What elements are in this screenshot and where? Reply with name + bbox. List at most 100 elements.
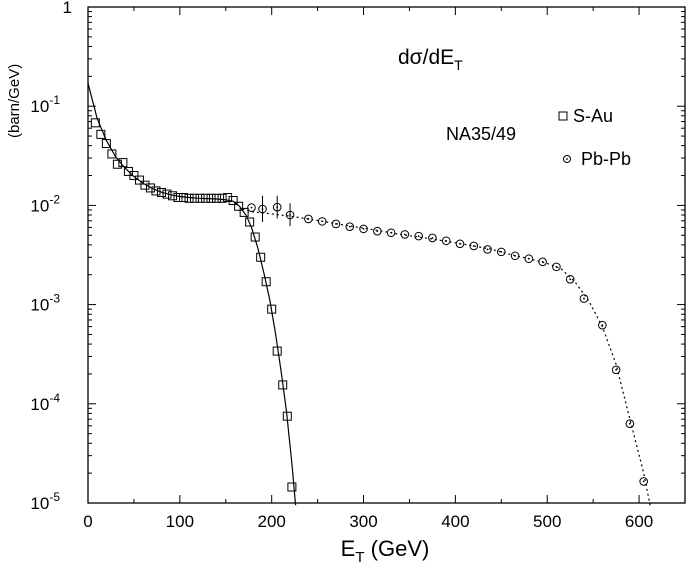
x-tick-label: 600 (625, 512, 653, 531)
data-point-center-pb-pb (307, 218, 310, 220)
data-point-pb-pb (611, 365, 621, 375)
data-point-center-pb-pb (541, 260, 544, 263)
y-tick-label-exponent: -4 (49, 391, 60, 405)
data-point-pb-pb (579, 294, 589, 303)
data-point-pb-pb (455, 239, 465, 249)
fit-curve-pb-pb (242, 208, 651, 506)
y-tick-labels: 110-110-210-310-410-5 (30, 0, 72, 513)
x-tick-label: 0 (83, 512, 92, 531)
x-tick-label: 500 (533, 512, 561, 531)
y-axis-label: (barn/GeV) (6, 64, 23, 138)
y-tick-label-exponent: -3 (49, 292, 60, 306)
x-axis-label-main: E (341, 536, 356, 561)
y-tick-label-base: 10 (30, 395, 49, 414)
data-point-center-pb-pb (445, 239, 448, 242)
data-point-s-au (195, 193, 205, 203)
data-point-s-au (228, 196, 238, 206)
plot-annotation-title: dσ/dET (398, 46, 463, 73)
y-tick-label: 10-2 (30, 192, 60, 215)
data-point-pb-pb (304, 214, 313, 224)
markers-layer (90, 118, 648, 492)
data-point-pb-pb (317, 217, 327, 226)
data-point-s-au (278, 380, 288, 390)
data-point-center-pb-pb (514, 254, 516, 257)
y-tick-label-exponent: -5 (49, 490, 60, 504)
x-axis-label: ET (GeV) (341, 536, 430, 566)
x-tick-label: 300 (349, 512, 377, 531)
fit-curve-s-au (87, 83, 297, 506)
data-point-pb-pb (552, 262, 561, 272)
y-tick-label: 10-1 (30, 93, 60, 116)
x-tick-labels: 0 100 200 300 400 500 600 (83, 512, 653, 531)
data-point-pb-pb (598, 320, 607, 330)
data-point-s-au (245, 217, 255, 227)
x-axis-label-unit: (GeV) (365, 536, 430, 561)
data-point-pb-pb (272, 202, 282, 212)
data-point-pb-pb (373, 226, 382, 236)
data-point-s-au (261, 277, 271, 287)
data-point-pb-pb (524, 254, 534, 264)
data-point-center-pb-pb (335, 223, 337, 225)
data-point-s-au (256, 252, 266, 262)
data-point-pb-pb (345, 222, 355, 231)
data-point-s-au (272, 346, 282, 356)
data-point-center-pb-pb (431, 237, 434, 239)
data-point-pb-pb (428, 233, 437, 243)
data-point-pb-pb (565, 274, 575, 284)
data-point-center-pb-pb (390, 231, 392, 234)
data-point-s-au (151, 186, 161, 196)
data-point-pb-pb (538, 257, 547, 267)
y-tick-label: 10-3 (30, 292, 60, 315)
data-point-pb-pb (331, 219, 341, 229)
data-point-s-au (173, 193, 183, 203)
data-point-center-pb-pb (601, 324, 604, 327)
y-tick-label-exponent: -1 (49, 93, 60, 107)
data-point-s-au (167, 191, 177, 201)
data-point-center-pb-pb (417, 235, 420, 238)
legend-label-s-au: S-Au (573, 106, 613, 126)
data-point-s-au (184, 193, 194, 203)
data-point-s-au (217, 193, 227, 203)
legend-marker-pb-pb-dot (566, 158, 568, 160)
data-point-center-pb-pb (628, 422, 631, 425)
data-point-center-pb-pb (376, 230, 379, 233)
data-point-pb-pb (441, 236, 451, 246)
data-point-center-pb-pb (348, 225, 351, 228)
x-tick-label: 100 (166, 512, 194, 531)
data-point-s-au (212, 193, 222, 203)
experiment-label: NA35/49 (446, 124, 516, 144)
data-point-s-au (112, 159, 122, 169)
y-tick-label-base: 10 (30, 296, 49, 315)
data-point-center-pb-pb (321, 220, 324, 223)
data-point-s-au (201, 193, 211, 203)
data-point-s-au (101, 139, 111, 149)
data-point-pb-pb (414, 231, 423, 241)
data-point-s-au (134, 175, 144, 185)
fits-layer (87, 83, 651, 506)
data-point-center-pb-pb (362, 227, 365, 230)
data-point-s-au (179, 193, 189, 203)
y-tick-label-base: 1 (63, 0, 72, 17)
legend-label-pb-pb: Pb-Pb (581, 149, 631, 169)
data-point-s-au (90, 118, 100, 128)
y-tick-label-base: 10 (30, 494, 49, 513)
y-tick-label: 10-4 (30, 391, 60, 414)
legend-marker-s-au (558, 111, 568, 121)
data-point-center-pb-pb (403, 233, 406, 236)
data-point-s-au (223, 193, 233, 203)
data-point-center-pb-pb (569, 278, 572, 281)
data-point-s-au (287, 482, 297, 492)
y-tick-label-exponent: -2 (49, 192, 60, 206)
x-tick-label: 200 (258, 512, 286, 531)
data-point-center-pb-pb (250, 206, 253, 209)
data-point-s-au (206, 193, 216, 203)
data-point-s-au (118, 158, 128, 168)
data-point-pb-pb (510, 251, 520, 261)
data-point-s-au (156, 187, 166, 197)
x-tick-label: 400 (441, 512, 469, 531)
data-point-s-au (140, 180, 150, 190)
data-point-s-au (107, 149, 117, 159)
data-point-pb-pb (285, 210, 295, 220)
data-point-s-au (250, 232, 260, 242)
